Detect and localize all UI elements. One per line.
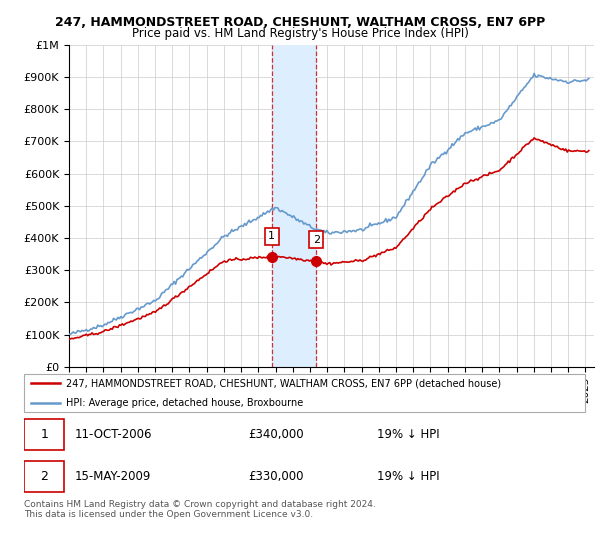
Bar <box>272 45 316 367</box>
Text: £340,000: £340,000 <box>248 428 304 441</box>
Text: 19% ↓ HPI: 19% ↓ HPI <box>377 428 440 441</box>
FancyBboxPatch shape <box>24 419 64 450</box>
Text: 11-OCT-2006: 11-OCT-2006 <box>74 428 152 441</box>
Text: 1: 1 <box>268 231 275 241</box>
Text: Price paid vs. HM Land Registry's House Price Index (HPI): Price paid vs. HM Land Registry's House … <box>131 27 469 40</box>
FancyBboxPatch shape <box>24 374 585 412</box>
Text: £330,000: £330,000 <box>248 470 304 483</box>
Text: 2: 2 <box>40 470 48 483</box>
Text: 15-MAY-2009: 15-MAY-2009 <box>74 470 151 483</box>
Text: HPI: Average price, detached house, Broxbourne: HPI: Average price, detached house, Brox… <box>66 398 304 408</box>
FancyBboxPatch shape <box>24 461 64 492</box>
Text: Contains HM Land Registry data © Crown copyright and database right 2024.
This d: Contains HM Land Registry data © Crown c… <box>24 500 376 519</box>
Text: 19% ↓ HPI: 19% ↓ HPI <box>377 470 440 483</box>
Text: 2: 2 <box>313 235 320 245</box>
Text: 247, HAMMONDSTREET ROAD, CHESHUNT, WALTHAM CROSS, EN7 6PP (detached house): 247, HAMMONDSTREET ROAD, CHESHUNT, WALTH… <box>66 378 501 388</box>
Text: 247, HAMMONDSTREET ROAD, CHESHUNT, WALTHAM CROSS, EN7 6PP: 247, HAMMONDSTREET ROAD, CHESHUNT, WALTH… <box>55 16 545 29</box>
Text: 1: 1 <box>40 428 48 441</box>
